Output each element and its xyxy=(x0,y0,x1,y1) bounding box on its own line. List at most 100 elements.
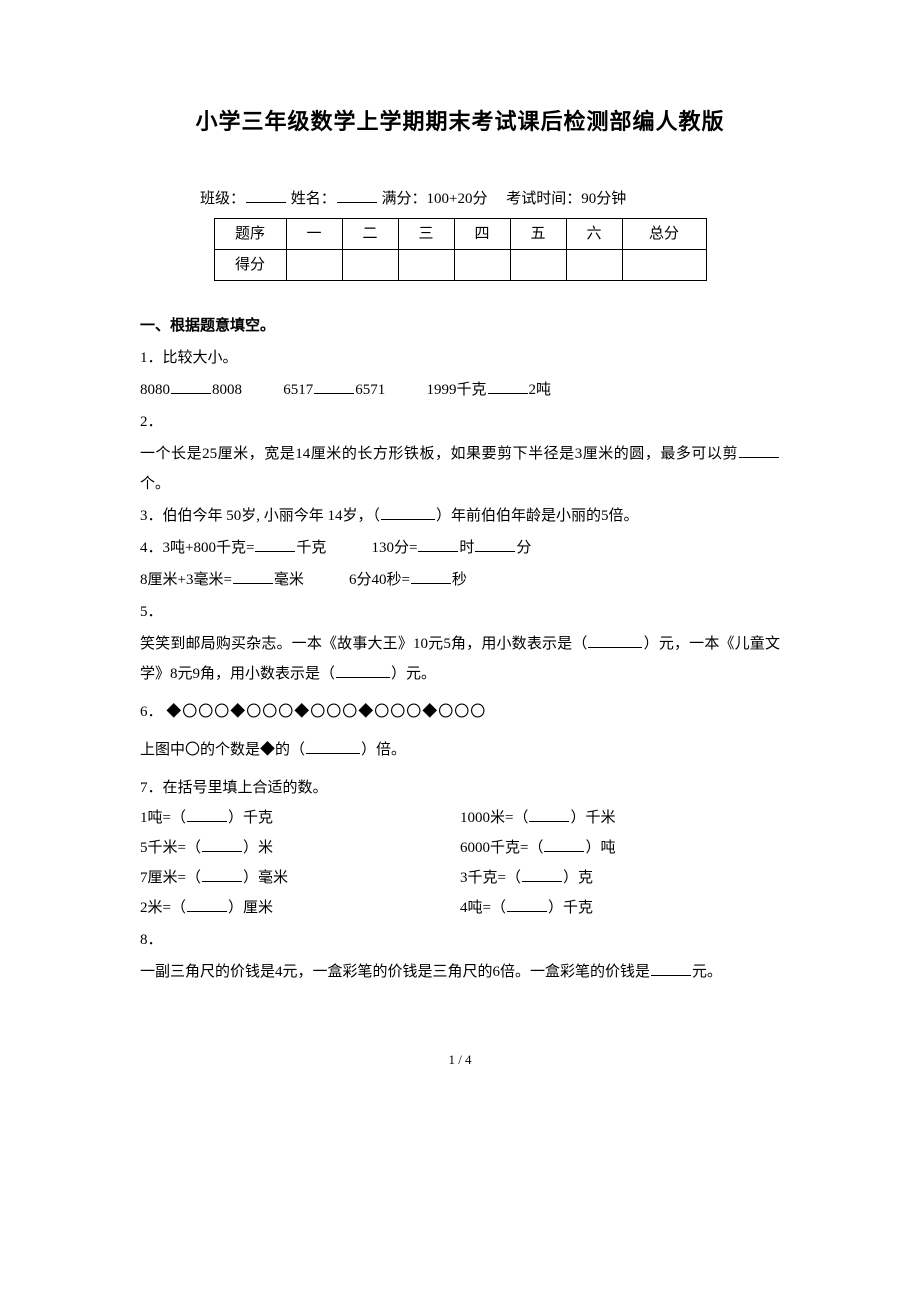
cell-header: 五 xyxy=(510,219,566,250)
q6-b: ）倍。 xyxy=(361,742,406,758)
cell-header: 四 xyxy=(454,219,510,250)
q2-text-b: 个。 xyxy=(140,476,170,492)
q7-blank[interactable] xyxy=(202,867,242,882)
q7-r-b: ）吨 xyxy=(585,840,615,856)
time-label: 考试时间： xyxy=(506,191,581,207)
q7-label: 7．在括号里填上合适的数。 xyxy=(140,773,780,803)
q7-l-b: ）千克 xyxy=(228,810,273,826)
name-blank[interactable] xyxy=(337,188,377,203)
q7-blank[interactable] xyxy=(187,807,227,822)
section-heading: 一、根据题意填空。 xyxy=(140,311,780,341)
q8-a: 一副三角尺的价钱是4元，一盒彩笔的价钱是三角尺的6倍。一盒彩笔的价钱是 xyxy=(140,964,650,980)
full-value: 100+20分 xyxy=(427,191,488,207)
q8-blank[interactable] xyxy=(651,961,691,976)
q1a-blank[interactable] xyxy=(171,379,211,394)
q3-text: 3．伯伯今年 50岁, 小丽今年 14岁，（ ）年前伯伯年龄是小丽的5倍。 xyxy=(140,501,780,531)
q7-blank[interactable] xyxy=(522,867,562,882)
q1b-blank[interactable] xyxy=(314,379,354,394)
q7-r-b: ）克 xyxy=(563,870,593,886)
q7-row-3: 2米=（）厘米 4吨=（）千克 xyxy=(140,893,780,923)
q5-c: ）元。 xyxy=(391,666,436,682)
q7-r-a: 4吨=（ xyxy=(460,900,506,916)
exam-meta: 班级： 姓名： 满分：100+20分 考试时间：90分钟 xyxy=(200,184,780,214)
q6-question: 上图中〇的个数是◆的（ ）倍。 xyxy=(140,735,780,765)
q6-label: 6． xyxy=(140,704,163,720)
q2-text-a: 一个长是25厘米，宽是14厘米的长方形铁板，如果要剪下半径是3厘米的圆，最多可以… xyxy=(140,446,738,462)
q3-a: 3．伯伯今年 50岁, 小丽今年 14岁，（ xyxy=(140,508,380,524)
q5-label: 5． xyxy=(140,597,780,627)
q7-blank[interactable] xyxy=(529,807,569,822)
q1c-blank[interactable] xyxy=(488,379,528,394)
score-table: 题序 一 二 三 四 五 六 总分 得分 xyxy=(214,218,707,281)
q4-blank3[interactable] xyxy=(475,537,515,552)
q3-b: ）年前伯伯年龄是小丽的5倍。 xyxy=(436,508,639,524)
q4-line1: 4．3吨+800千克=千克 130分=时分 xyxy=(140,533,780,563)
cell-blank[interactable] xyxy=(286,250,342,281)
q1a-left: 8080 xyxy=(140,382,170,398)
class-blank[interactable] xyxy=(246,188,286,203)
q7-row-2: 7厘米=（ ）毫米 3千克=（ ）克 xyxy=(140,863,780,893)
q5-blank1[interactable] xyxy=(588,633,642,648)
q7-l-a: 2米=（ xyxy=(140,900,186,916)
q7-l-a: 1吨=（ xyxy=(140,810,186,826)
q1-label: 1．比较大小。 xyxy=(140,343,780,373)
q1a-right: 8008 xyxy=(212,382,242,398)
q7-r-a: 6000千克=（ xyxy=(460,840,543,856)
q8-text: 一副三角尺的价钱是4元，一盒彩笔的价钱是三角尺的6倍。一盒彩笔的价钱是 元。 xyxy=(140,957,780,987)
q1c-right: 2吨 xyxy=(529,382,552,398)
q8-label: 8． xyxy=(140,925,780,955)
cell-blank[interactable] xyxy=(454,250,510,281)
q1c-left: 1999千克 xyxy=(427,382,487,398)
q2-label: 2． xyxy=(140,407,780,437)
q7-row-0: 1吨=（ ）千克 1000米=（ ）千米 xyxy=(140,803,780,833)
q4-blank2[interactable] xyxy=(418,537,458,552)
cell-header: 六 xyxy=(566,219,622,250)
name-label: 姓名： xyxy=(291,191,336,207)
q7-l-b: ）毫米 xyxy=(243,870,288,886)
cell-blank[interactable] xyxy=(510,250,566,281)
cell-label: 得分 xyxy=(214,250,286,281)
cell-header: 总分 xyxy=(622,219,706,250)
q6-a: 上图中〇的个数是◆的（ xyxy=(140,742,305,758)
q7-blank[interactable] xyxy=(202,837,242,852)
q7-blank[interactable] xyxy=(507,897,547,912)
q4-h: 6分40秒= xyxy=(349,572,410,588)
full-label: 满分： xyxy=(382,191,427,207)
q7-r-b: ）千米 xyxy=(570,810,615,826)
q7-l-b: ）厘米 xyxy=(228,900,273,916)
q4-e: 分 xyxy=(516,540,531,556)
cell-header: 一 xyxy=(286,219,342,250)
q4-i: 秒 xyxy=(452,572,467,588)
cell-header: 题序 xyxy=(214,219,286,250)
q4-blank4[interactable] xyxy=(233,569,273,584)
q7-blank[interactable] xyxy=(187,897,227,912)
q6-blank[interactable] xyxy=(306,739,360,754)
exam-title: 小学三年级数学上学期期末考试课后检测部编人教版 xyxy=(140,100,780,144)
q2-blank[interactable] xyxy=(739,443,779,458)
table-row: 得分 xyxy=(214,250,706,281)
time-value: 90分钟 xyxy=(581,191,626,207)
cell-blank[interactable] xyxy=(342,250,398,281)
q7-blank[interactable] xyxy=(544,837,584,852)
q4-d: 时 xyxy=(459,540,474,556)
q7-r-a: 1000米=（ xyxy=(460,810,528,826)
q4-line2: 8厘米+3毫米=毫米 6分40秒=秒 xyxy=(140,565,780,595)
q4-blank1[interactable] xyxy=(255,537,295,552)
q4-blank5[interactable] xyxy=(411,569,451,584)
q3-blank[interactable] xyxy=(381,505,435,520)
q6-pattern: ◆〇〇〇◆〇〇〇◆〇〇〇◆〇〇〇◆〇〇〇 xyxy=(166,704,486,720)
table-row: 题序 一 二 三 四 五 六 总分 xyxy=(214,219,706,250)
q1b-left: 6517 xyxy=(283,382,313,398)
q6-line: 6． ◆〇〇〇◆〇〇〇◆〇〇〇◆〇〇〇◆〇〇〇 xyxy=(140,697,780,727)
page-number: 1 / 4 xyxy=(140,1047,780,1073)
q5-blank2[interactable] xyxy=(336,663,390,678)
q5-text: 笑笑到邮局购买杂志。一本《故事大王》10元5角，用小数表示是（）元，一本《儿童文… xyxy=(140,629,780,689)
cell-blank[interactable] xyxy=(566,250,622,281)
q7-r-a: 3千克=（ xyxy=(460,870,521,886)
q7-l-a: 7厘米=（ xyxy=(140,870,201,886)
q8-b: 元。 xyxy=(692,964,722,980)
q1-items: 80808008 65176571 1999千克2吨 xyxy=(140,375,780,405)
cell-blank[interactable] xyxy=(622,250,706,281)
cell-blank[interactable] xyxy=(398,250,454,281)
q4-a: 4．3吨+800千克= xyxy=(140,540,254,556)
